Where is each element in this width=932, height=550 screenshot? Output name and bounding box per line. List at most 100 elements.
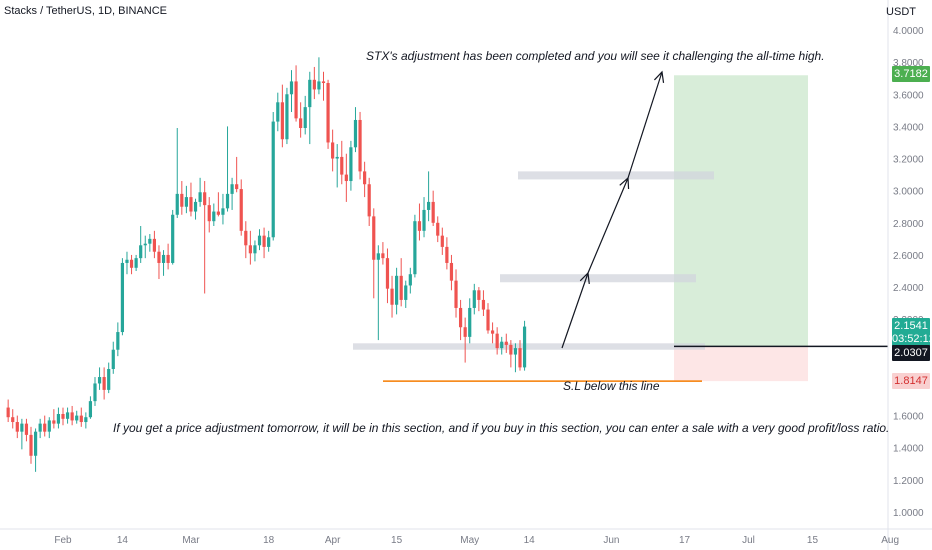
- symbol-title: Stacks / TetherUS, 1D, BINANCE: [4, 5, 168, 17]
- x-tick-label: 15: [807, 535, 819, 546]
- candle-body: [148, 238, 152, 244]
- y-tick-label: 1.2000: [893, 476, 924, 487]
- candle-body: [408, 274, 412, 286]
- candle-body: [490, 330, 495, 334]
- loss-zone: [674, 346, 808, 382]
- x-tick-label: 15: [391, 535, 403, 546]
- candle-body: [203, 192, 207, 206]
- price-axis[interactable]: 4.0000 3.8000 3.6000 3.4000 3.2000 3.0000 2.80…: [887, 0, 924, 550]
- candle-body: [253, 245, 257, 254]
- candles: [6, 57, 527, 472]
- y-tick-label: 3.2000: [893, 155, 924, 166]
- candle-body: [353, 119, 358, 148]
- candle-body: [477, 290, 481, 300]
- candle-body: [385, 258, 390, 289]
- candle-body: [61, 413, 65, 419]
- candle-body: [267, 237, 271, 247]
- candle-body: [65, 412, 70, 419]
- candle-body: [326, 83, 330, 143]
- candle-body: [175, 193, 179, 215]
- y-tick-label: 3.8000: [893, 58, 924, 69]
- candle-body: [257, 235, 262, 246]
- y-tick-label: 2.4000: [893, 283, 924, 294]
- countdown-badge: 03:52:12: [892, 331, 932, 347]
- candle-body: [340, 156, 344, 175]
- candle-body: [468, 307, 472, 337]
- candle-body: [299, 118, 303, 129]
- candle-body: [271, 121, 275, 238]
- candle-body: [513, 348, 518, 355]
- trade-zones: [353, 75, 888, 382]
- candle-body: [216, 211, 220, 215]
- projection-arrowhead: [653, 70, 665, 83]
- candle-body: [56, 413, 61, 424]
- y-tick-label: 1.4000: [893, 444, 924, 455]
- annotation-bottom: If you get a price adjustment tomorrow, …: [113, 421, 890, 435]
- candle-body: [390, 288, 394, 305]
- candle-body: [70, 412, 74, 421]
- projection-arrow-segment: [627, 71, 663, 179]
- support-box: [353, 343, 705, 350]
- entry-price-badge: 2.0307: [892, 345, 930, 361]
- candle-body: [88, 401, 93, 418]
- candle-body: [116, 332, 120, 350]
- time-axis[interactable]: Feb 14 Mar 18 Apr 15 May 14 Jun 17 Jul 15 Aug: [0, 528, 932, 546]
- candle-body: [52, 420, 56, 424]
- x-tick-label: May: [460, 535, 479, 546]
- candle-body: [312, 79, 316, 90]
- candle-body: [152, 238, 156, 252]
- x-tick-label: Jul: [742, 535, 755, 546]
- candle-body: [225, 193, 230, 209]
- candle-body: [79, 415, 83, 423]
- candle-body: [193, 201, 198, 212]
- candle-body: [399, 275, 403, 300]
- candle-body: [38, 423, 42, 432]
- y-tick-label: 3.4000: [893, 122, 924, 133]
- candle-body: [75, 415, 79, 421]
- candle-body: [440, 235, 444, 247]
- candle-body: [363, 171, 367, 185]
- candle-body: [335, 156, 339, 159]
- candle-body: [276, 102, 280, 122]
- candle-body: [184, 197, 188, 207]
- candle-body: [107, 369, 111, 390]
- candle-body: [111, 349, 115, 370]
- x-tick-label: 14: [524, 535, 536, 546]
- candle-body: [166, 254, 170, 263]
- candle-body: [463, 327, 467, 337]
- candle-body: [427, 201, 431, 210]
- candle-body: [33, 431, 38, 456]
- x-tick-label: Aug: [881, 535, 899, 546]
- candle-body: [280, 102, 284, 140]
- candle-body: [285, 94, 289, 140]
- candle-body: [449, 262, 454, 281]
- candle-body: [331, 142, 335, 159]
- candle-body: [422, 209, 426, 231]
- y-tick-label: 1.6000: [893, 412, 924, 423]
- projection-arrow-segment: [587, 177, 629, 274]
- candle-body: [472, 290, 476, 308]
- x-tick-label: Feb: [54, 535, 72, 546]
- candle-body: [120, 262, 125, 333]
- candle-body: [481, 299, 486, 310]
- candle-body: [344, 174, 348, 182]
- annotation-top: STX's adjustment has been completed and …: [366, 49, 825, 63]
- x-tick-label: Jun: [603, 535, 619, 546]
- candle-body: [372, 216, 376, 260]
- candle-body: [445, 246, 449, 263]
- resistance-box-upper: [518, 171, 714, 180]
- drawings: [561, 70, 665, 349]
- candle-body: [143, 243, 147, 246]
- target-price-badge: 3.7182: [892, 66, 930, 82]
- candle-body: [47, 420, 51, 432]
- candle-body: [349, 147, 353, 182]
- y-tick-label: 3.6000: [893, 90, 924, 101]
- candle-body: [294, 81, 298, 119]
- candle-body: [248, 245, 252, 254]
- candle-body: [308, 79, 312, 108]
- candle-body: [221, 208, 225, 215]
- currency-label[interactable]: USDT: [886, 6, 916, 18]
- projection-arrow-segment: [561, 272, 589, 349]
- candle-body: [235, 184, 239, 190]
